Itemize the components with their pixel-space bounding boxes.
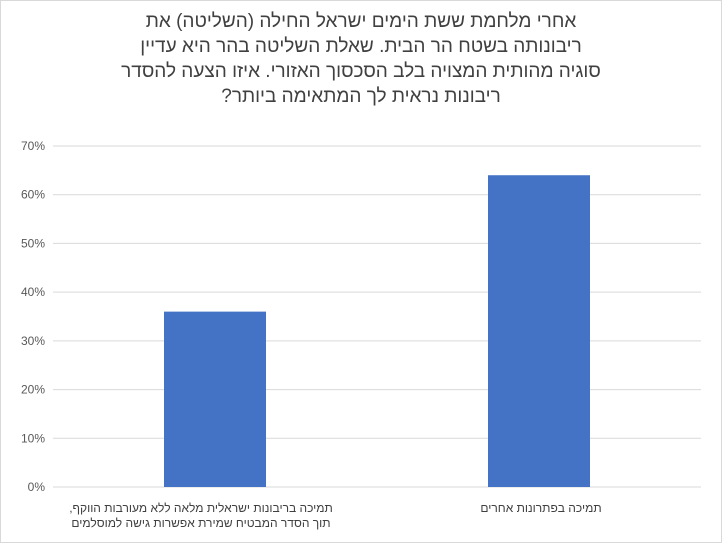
category-label-1-line-1: תמיכה בריבונות ישראלית מלאה ללא מעורבות … xyxy=(69,501,333,515)
chart-title-line-2: ריבונותה בשטח הר הבית. שאלת השליטה בהר ה… xyxy=(140,36,582,57)
y-tick-label-5: 50% xyxy=(21,236,45,250)
chart-title: אחרי מלחמת ששת הימים ישראל החילה (השליטה… xyxy=(21,9,701,109)
gridlines xyxy=(53,145,701,488)
category-label-2-line-1: תמיכה בפתרונות אחרים xyxy=(480,501,602,515)
category-label-2: תמיכה בפתרונות אחרים xyxy=(381,501,701,516)
category-label-1: תמיכה בריבונות ישראלית מלאה ללא מעורבות … xyxy=(41,501,361,531)
bars xyxy=(164,175,590,487)
y-axis-tick-labels: 0% 10% 20% 30% 40% 50% 60% 70% xyxy=(21,139,45,494)
y-tick-label-1: 10% xyxy=(21,431,45,445)
y-tick-label-6: 60% xyxy=(21,188,45,202)
y-tick-label-7: 70% xyxy=(21,139,45,153)
y-tick-label-0: 0% xyxy=(28,480,46,494)
y-tick-label-2: 20% xyxy=(21,383,45,397)
chart-title-line-4: ריבונות נראית לך המתאימה ביותר? xyxy=(221,86,501,107)
chart-title-line-1: אחרי מלחמת ששת הימים ישראל החילה (השליטה… xyxy=(145,11,577,32)
category-label-1-line-2: תוך הסדר המבטיח שמירת אפשרות גישה למוסלמ… xyxy=(71,516,331,530)
y-tick-label-4: 40% xyxy=(21,285,45,299)
bar-2 xyxy=(488,175,590,487)
bar-1 xyxy=(164,311,266,487)
y-tick-label-3: 30% xyxy=(21,334,45,348)
chart-title-line-3: סוגיה מהותית המצויה בלב הסכסוך האזורי. א… xyxy=(121,61,601,82)
